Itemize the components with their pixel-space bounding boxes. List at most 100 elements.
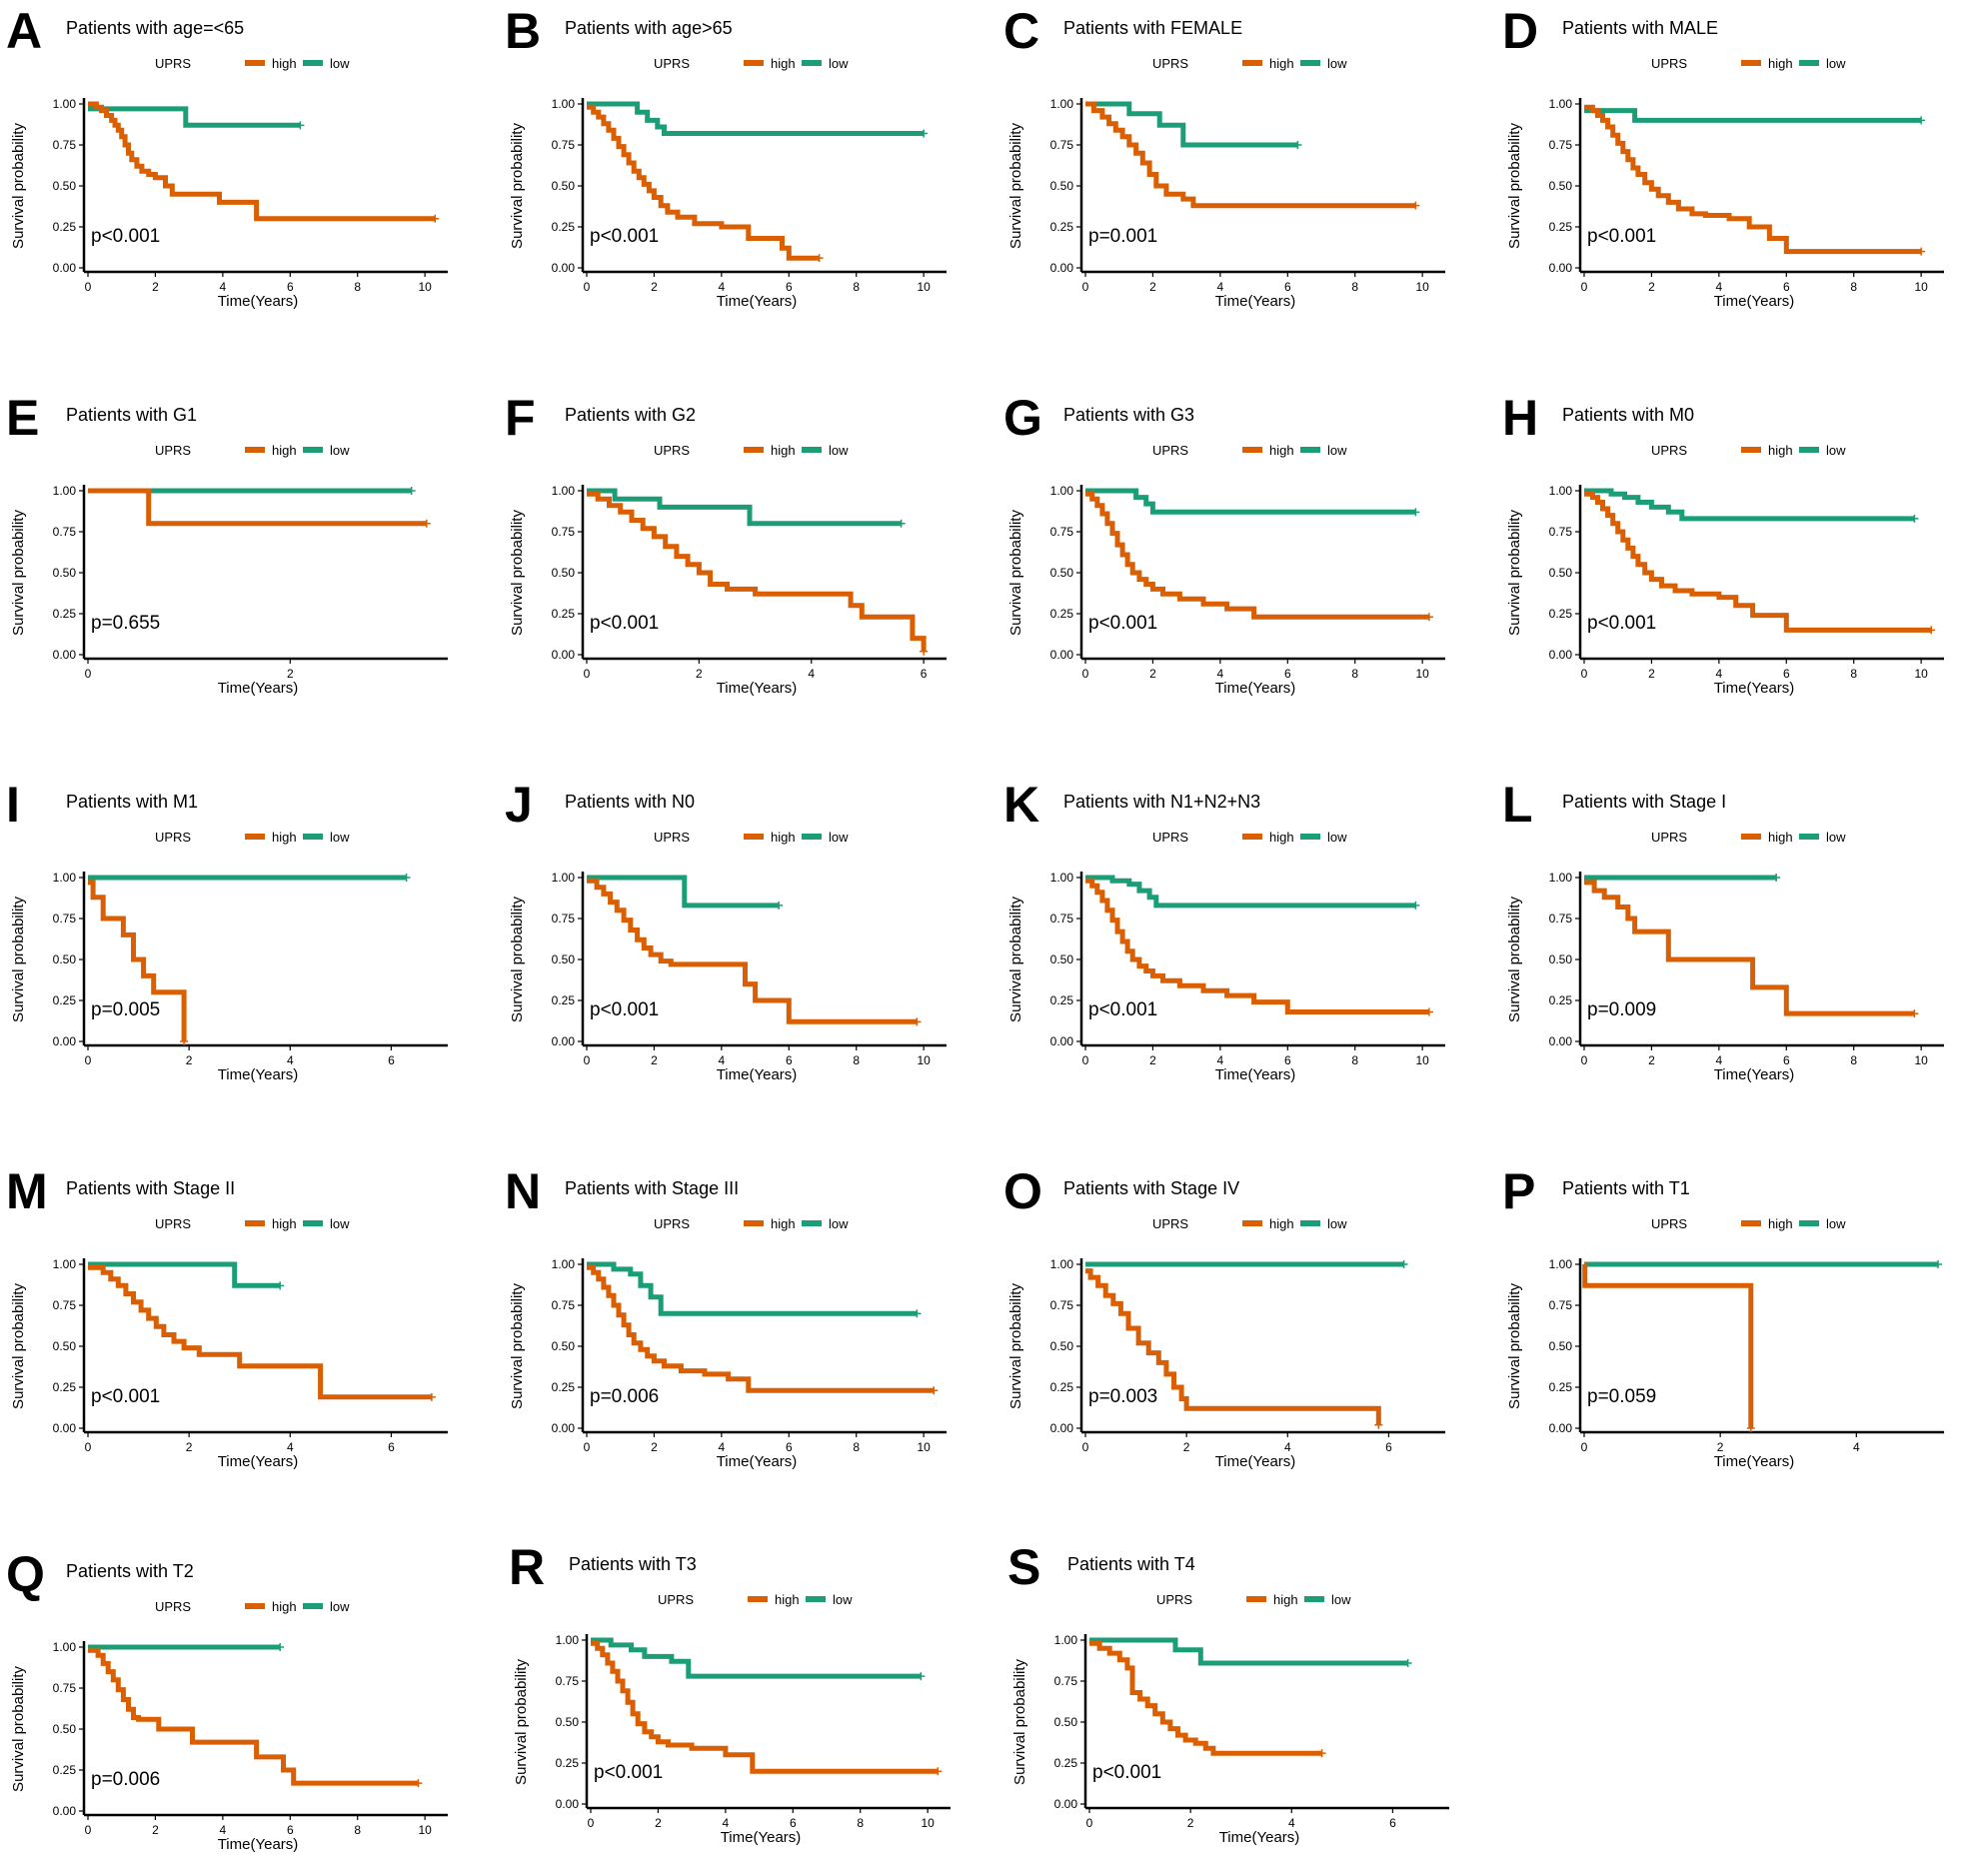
- legend-label-low: low: [829, 443, 849, 458]
- x-tick-label: 2: [696, 667, 703, 681]
- x-tick-label: 4: [287, 1053, 294, 1067]
- censor-mark-low: [276, 1643, 285, 1651]
- x-tick-label: 0: [584, 1440, 591, 1454]
- y-tick-label: 0.00: [556, 1797, 580, 1811]
- x-tick-label: 8: [853, 280, 860, 294]
- legend-label-low: low: [330, 56, 350, 71]
- censor-mark-low: [917, 1672, 926, 1681]
- x-tick-label: 6: [1783, 280, 1790, 294]
- legend-label-high: high: [775, 1592, 800, 1607]
- y-tick-label: 0.75: [53, 912, 77, 926]
- panel-letter: D: [1502, 3, 1538, 59]
- panel-letter: I: [6, 777, 20, 833]
- p-value-label: p<0.001: [91, 1386, 160, 1407]
- y-tick-label: 0.00: [53, 1034, 77, 1048]
- y-tick-label: 0.00: [53, 1421, 77, 1435]
- y-tick-label: 0.25: [556, 1756, 580, 1770]
- x-tick-label: 8: [1850, 280, 1857, 294]
- panel-letter: G: [1003, 390, 1042, 446]
- x-tick-label: 2: [1187, 1816, 1194, 1830]
- y-tick-label: 0.75: [552, 138, 576, 152]
- x-tick-label: 6: [786, 1440, 793, 1454]
- y-tick-label: 0.25: [1050, 220, 1074, 234]
- y-axis-title: Survival probability: [513, 1659, 530, 1785]
- x-tick-label: 2: [152, 280, 159, 294]
- legend-label-low: low: [1327, 56, 1347, 71]
- panel-P: P Patients with T1 UPRS high low 0.00 0.25 0.50…: [1502, 1163, 1944, 1470]
- legend-title: UPRS: [1152, 443, 1188, 458]
- y-axis-title: Survival probability: [509, 1283, 526, 1409]
- x-tick-label: 6: [1284, 280, 1291, 294]
- x-tick-label: 8: [857, 1816, 864, 1830]
- censor-mark-low: [897, 519, 906, 528]
- y-axis-title: Survival probability: [1011, 1659, 1028, 1785]
- legend: UPRS high low: [658, 1592, 853, 1607]
- y-tick-label: 0.25: [1050, 607, 1074, 621]
- legend: UPRS high low: [1152, 830, 1347, 845]
- censor-mark-high: [1910, 1009, 1919, 1018]
- legend-title: UPRS: [155, 830, 191, 845]
- y-tick-label: 0.50: [556, 1715, 580, 1729]
- series-line-high: [587, 104, 820, 261]
- x-axis-title: Time(Years): [1714, 293, 1795, 310]
- y-tick-label: 0.50: [1050, 952, 1074, 966]
- y-axis-title: Survival probability: [10, 897, 27, 1022]
- y-tick-label: 0.50: [53, 566, 77, 580]
- y-tick-label: 0.75: [1549, 138, 1573, 152]
- panel-M: M Patients with Stage II UPRS high low 0.00 0.…: [6, 1163, 448, 1470]
- legend-label-high: high: [1273, 1592, 1298, 1607]
- y-tick-label: 0.50: [552, 952, 576, 966]
- legend-label-high: high: [1768, 830, 1793, 845]
- y-axis-title: Survival probability: [10, 510, 27, 636]
- series-line-low: [587, 875, 780, 909]
- y-tick-label: 0.25: [1549, 1380, 1573, 1394]
- legend-label-low: low: [833, 1592, 853, 1607]
- x-tick-label: 6: [921, 667, 928, 681]
- x-tick-label: 0: [1082, 1053, 1089, 1067]
- legend-label-low: low: [330, 830, 350, 845]
- y-axis-title: Survival probability: [1506, 123, 1523, 249]
- x-tick-label: 2: [1149, 1053, 1156, 1067]
- panel-title: Patients with MALE: [1562, 18, 1718, 38]
- x-tick-label: 8: [1850, 667, 1857, 681]
- x-tick-label: 2: [655, 1816, 662, 1830]
- y-tick-label: 0.50: [552, 1339, 576, 1353]
- panel-title: Patients with N0: [565, 792, 695, 812]
- y-tick-label: 0.75: [1549, 525, 1573, 539]
- panel-letter: C: [1003, 3, 1039, 59]
- x-tick-label: 4: [719, 280, 726, 294]
- legend-label-high: high: [771, 56, 796, 71]
- censor-mark-low: [775, 901, 784, 910]
- legend: UPRS high low: [1651, 1216, 1846, 1231]
- legend: UPRS high low: [1651, 830, 1846, 845]
- x-axis-title: Time(Years): [1714, 1066, 1795, 1083]
- y-tick-label: 1.00: [552, 484, 576, 498]
- panel-title: Patients with Stage I: [1562, 792, 1726, 812]
- panel-title: Patients with Stage II: [66, 1178, 235, 1198]
- panel-D: D Patients with MALE UPRS high low 0.00 0.25 0.…: [1502, 3, 1944, 310]
- y-axis-title: Survival probability: [10, 1666, 27, 1792]
- y-tick-label: 1.00: [552, 97, 576, 111]
- censor-mark-low: [1772, 874, 1781, 882]
- y-tick-label: 0.00: [1050, 648, 1074, 662]
- series-line-high: [88, 880, 187, 1041]
- p-value-label: p=0.001: [1088, 226, 1157, 247]
- x-tick-label: 2: [1183, 1440, 1190, 1454]
- x-axis-title: Time(Years): [218, 1836, 299, 1853]
- panel-title: Patients with T4: [1067, 1554, 1195, 1574]
- p-value-label: p<0.001: [590, 226, 659, 247]
- x-axis-title: Time(Years): [218, 1453, 299, 1470]
- y-tick-label: 0.75: [53, 138, 77, 152]
- x-tick-label: 4: [719, 1053, 726, 1067]
- legend: UPRS high low: [1651, 443, 1846, 458]
- panel-F: F Patients with G2 UPRS high low 0.00 0.25 0.50…: [505, 390, 947, 697]
- x-tick-label: 0: [584, 280, 591, 294]
- y-tick-label: 1.00: [1549, 1257, 1573, 1271]
- legend-label-low: low: [330, 1216, 350, 1231]
- y-tick-label: 1.00: [53, 484, 77, 498]
- panel-G: G Patients with G3 UPRS high low 0.00 0.25 0.50…: [1003, 390, 1445, 697]
- censor-mark-low: [1293, 141, 1302, 149]
- legend-title: UPRS: [155, 443, 191, 458]
- censor-mark-low: [296, 121, 305, 130]
- panel-letter: P: [1502, 1163, 1535, 1219]
